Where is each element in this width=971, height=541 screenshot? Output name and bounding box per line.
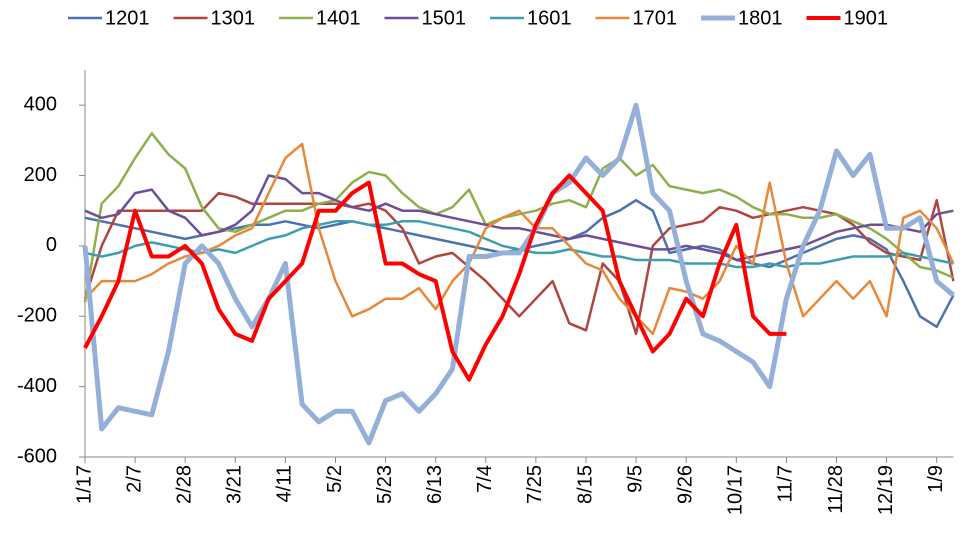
x-tick-label: 5/2 xyxy=(324,465,346,493)
series-line xyxy=(83,132,954,303)
legend-label: 1401 xyxy=(316,7,361,29)
x-tick-label: 1/9 xyxy=(925,465,947,493)
y-tick-label: 200 xyxy=(24,164,57,186)
legend-label: 1301 xyxy=(211,7,256,29)
y-tick-label: 0 xyxy=(46,234,57,256)
x-tick-label: 6/13 xyxy=(424,465,446,504)
x-tick-label: 5/23 xyxy=(374,465,396,504)
x-tick-label: 8/15 xyxy=(574,465,596,504)
x-tick-label: 9/5 xyxy=(624,465,646,493)
legend-label: 1801 xyxy=(738,7,783,29)
x-tick-label: 11/28 xyxy=(825,465,847,514)
x-tick-label: 2/28 xyxy=(173,465,195,504)
series-line xyxy=(83,191,955,336)
x-tick-label: 9/26 xyxy=(674,465,696,504)
legend-label: 1501 xyxy=(422,7,467,29)
x-tick-label: 7/4 xyxy=(474,465,496,493)
legend-label: 1901 xyxy=(844,7,889,29)
series-line xyxy=(84,142,955,336)
x-tick-label: 10/17 xyxy=(725,465,747,515)
y-tick-label: -600 xyxy=(17,445,57,467)
legend-label: 1201 xyxy=(105,7,150,29)
x-tick-label: 3/21 xyxy=(224,465,246,504)
x-tick-label: 12/19 xyxy=(875,465,897,515)
legend-label: 1701 xyxy=(633,7,678,29)
legend-label: 1601 xyxy=(527,7,572,29)
y-tick-label: -400 xyxy=(17,375,57,397)
x-tick-label: 2/7 xyxy=(123,465,145,493)
y-tick-label: -200 xyxy=(17,305,57,327)
x-tick-label: 7/25 xyxy=(524,465,546,504)
x-tick-label: 4/11 xyxy=(274,465,296,502)
x-tick-label: 11/7 xyxy=(775,465,797,502)
series-line xyxy=(82,102,956,446)
y-tick-label: 400 xyxy=(24,93,57,115)
series-line xyxy=(84,174,954,262)
x-tick-label: 1/17 xyxy=(73,465,95,504)
series-line xyxy=(83,173,787,382)
